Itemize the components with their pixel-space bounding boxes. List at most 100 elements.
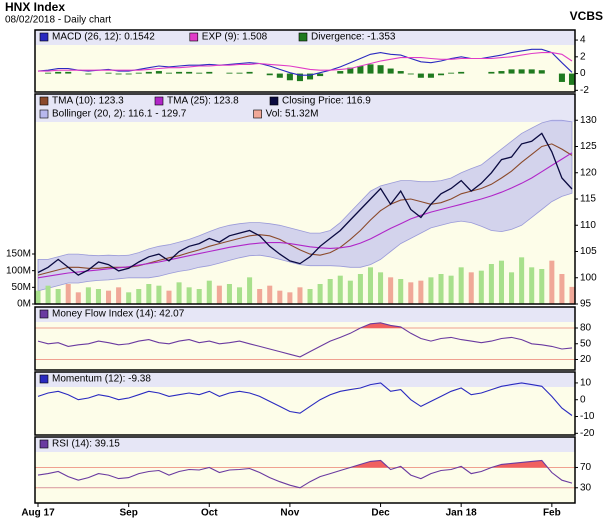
volume-bar [267, 285, 273, 304]
volume-bar [307, 289, 313, 304]
divergence-bar [105, 72, 112, 74]
divergence-bar [498, 71, 505, 74]
divergence-bar [125, 73, 132, 75]
divergence-bar [367, 64, 374, 74]
x-tick-label: Dec [371, 508, 390, 519]
legend-label: TMA (10): 123.3 [52, 96, 124, 107]
volume-bar [367, 267, 374, 304]
volume-bar [559, 274, 565, 304]
divergence-bar [246, 71, 253, 74]
x-tick-label: Aug 17 [21, 508, 55, 519]
volume-bar [327, 279, 333, 304]
volume-bar [156, 285, 162, 304]
volume-bar [126, 292, 132, 304]
divergence-bar [55, 71, 62, 74]
legend-label: RSI (14): 39.15 [52, 439, 120, 450]
indicator-line [38, 52, 573, 72]
y-tick-label: 80 [580, 323, 592, 334]
volume-bar [357, 274, 363, 304]
divergence-bar [387, 68, 394, 74]
volume-bar [347, 280, 353, 304]
y-tick-label: -20 [580, 428, 595, 439]
volume-bar [186, 287, 192, 304]
indicator-line [37, 459, 573, 489]
legend-swatch [39, 374, 49, 384]
bollinger-band [37, 119, 573, 292]
divergence-bar [65, 71, 72, 74]
divergence-bar [337, 71, 344, 74]
divergence-bar [488, 71, 495, 74]
y-tick-label: 115 [580, 194, 596, 205]
divergence-bar [206, 71, 213, 74]
volume-bar [519, 257, 525, 304]
plot-area [35, 307, 575, 360]
volume-bar [236, 287, 243, 304]
divergence-bar [226, 72, 233, 74]
y-tick-label: 120 [580, 167, 597, 178]
volume-bar [468, 272, 474, 304]
legend-label: MACD (26, 12): 0.1542 [52, 32, 155, 43]
volume-bar [206, 280, 212, 304]
legend-background [35, 307, 575, 322]
x-tick-label: Nov [280, 508, 299, 519]
divergence-bar [115, 73, 122, 75]
y-tick-label: 105 [580, 246, 597, 257]
divergence-bar [528, 69, 535, 74]
legend-swatch [39, 96, 49, 106]
y-tick-label: 50 [580, 338, 592, 349]
chart-subtitle: 08/02/2018 - Daily chart [5, 15, 111, 26]
volume-bar [498, 260, 504, 304]
legend-label: EXP (9): 1.508 [202, 32, 268, 43]
volume-bar [65, 284, 71, 304]
volume-bar [85, 287, 91, 304]
x-tick-label: Sep [120, 508, 138, 519]
volume-bar [488, 264, 494, 304]
x-tick-label: Feb [543, 508, 561, 519]
panel-frame [34, 436, 576, 504]
legend-swatch [39, 309, 49, 319]
y-tick-label: 130 [580, 115, 597, 126]
divergence-bar [276, 73, 283, 78]
divergence-bar [357, 66, 364, 74]
legend-label: Money Flow Index (14): 42.07 [52, 309, 185, 320]
volume-bar [45, 285, 51, 304]
volume-bar [337, 275, 343, 304]
y-tick-label: 70 [580, 462, 592, 473]
volume-bar [458, 267, 464, 304]
y-tick-label: 110 [580, 220, 596, 231]
volume-bar [418, 280, 424, 304]
volume-bar [75, 292, 81, 304]
legend-label: Divergence: -1.353 [311, 32, 396, 43]
divergence-bar [458, 71, 465, 74]
panel-frame [34, 29, 576, 93]
volume-bar [297, 287, 303, 304]
price-line [37, 132, 573, 276]
volume-bar [247, 277, 253, 304]
indicator-line [37, 382, 573, 416]
y2-tick-label: 100M [6, 265, 31, 276]
legend-swatch [39, 32, 49, 42]
legend-swatch [269, 96, 279, 106]
y-tick-label: 0 [580, 394, 586, 405]
indicator-line [37, 152, 573, 279]
volume-bar [116, 287, 122, 304]
volume-bar [388, 277, 394, 304]
volume-bar [196, 289, 202, 304]
divergence-bar [437, 73, 445, 76]
y2-tick-label: 0M [17, 299, 31, 310]
legend-background [35, 372, 575, 387]
volume-bar [136, 289, 142, 304]
volume-bar [226, 284, 232, 304]
plot-area [35, 372, 575, 416]
divergence-bar [558, 73, 565, 82]
divergence-bar [377, 65, 384, 74]
divergence-bar [518, 69, 525, 74]
divergence-bar [85, 73, 92, 75]
volume-bar [569, 286, 575, 304]
y-tick-label: 2 [580, 51, 586, 62]
y-tick-label: 20 [580, 354, 592, 365]
volume-bar [549, 260, 555, 304]
volume-bar [55, 289, 61, 304]
chart-title: HNX Index [5, 0, 65, 14]
